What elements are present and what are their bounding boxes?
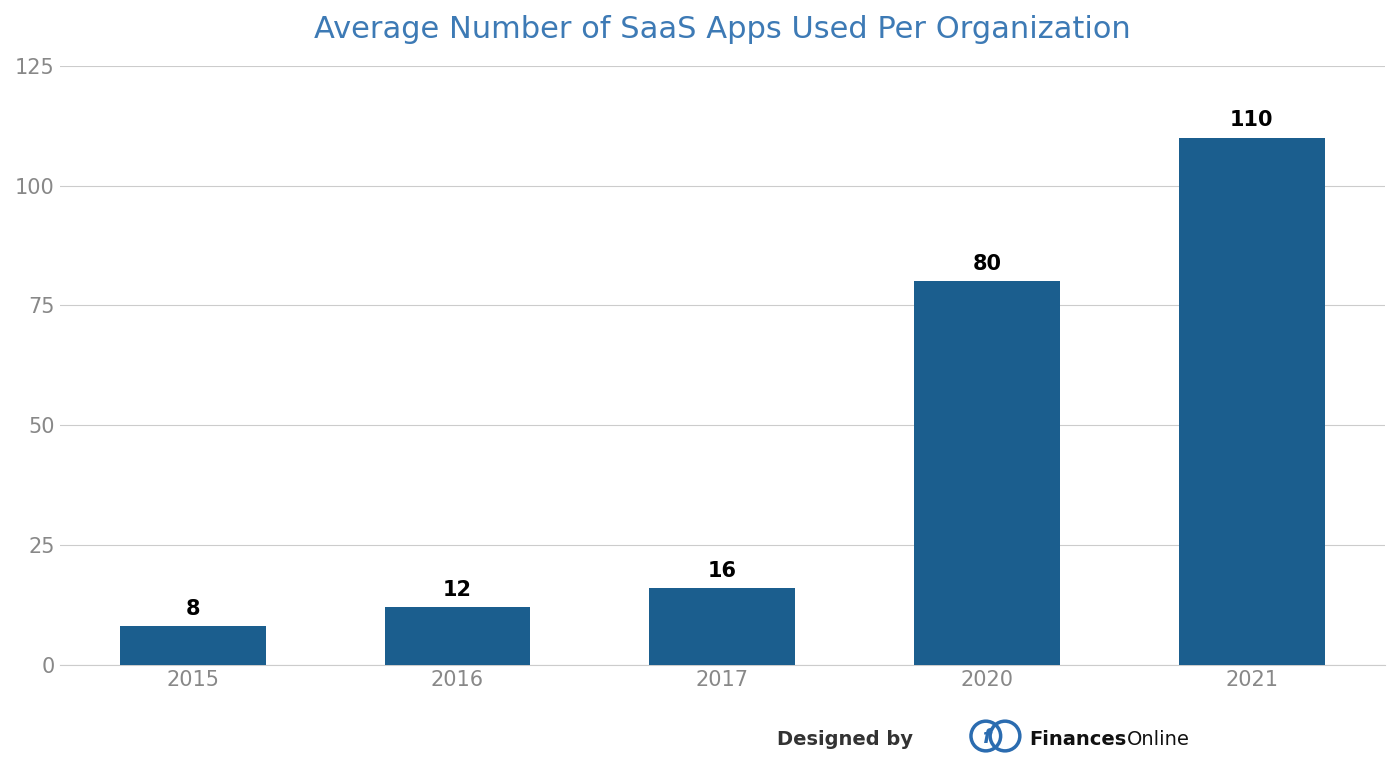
- Text: 110: 110: [1231, 110, 1274, 131]
- Title: Average Number of SaaS Apps Used Per Organization: Average Number of SaaS Apps Used Per Org…: [314, 15, 1131, 44]
- Text: 16: 16: [708, 561, 736, 581]
- Text: Online: Online: [1127, 731, 1190, 749]
- Text: 80: 80: [973, 254, 1001, 274]
- Text: f: f: [981, 727, 990, 747]
- Text: Finances: Finances: [1029, 731, 1126, 749]
- Bar: [120, 626, 266, 665]
- Bar: [650, 588, 795, 665]
- Text: 12: 12: [442, 580, 472, 600]
- Bar: [1179, 138, 1324, 665]
- Bar: [914, 281, 1060, 665]
- Text: 8: 8: [185, 599, 200, 619]
- Bar: [385, 608, 531, 665]
- Text: Designed by: Designed by: [777, 731, 913, 749]
